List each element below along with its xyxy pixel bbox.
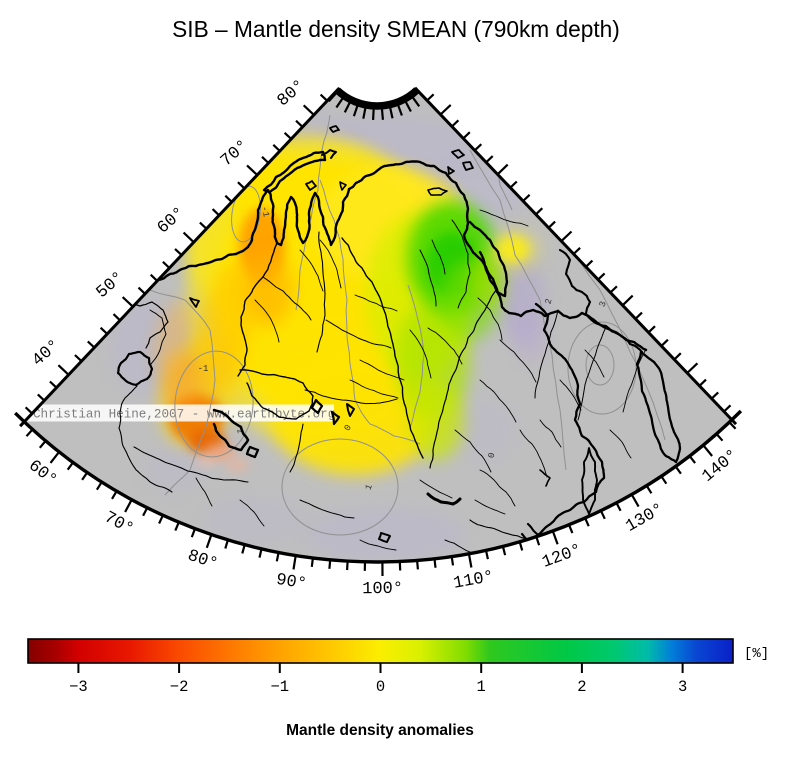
svg-text:−3: −3 xyxy=(69,678,88,696)
svg-text:Christian Heine,2007 - www.ear: Christian Heine,2007 - www.earthbyte.org xyxy=(33,408,335,422)
svg-text:0: 0 xyxy=(376,678,385,696)
svg-text:Mantle density anomalies: Mantle density anomalies xyxy=(286,722,474,739)
svg-text:SIB – Mantle density SMEAN (79: SIB – Mantle density SMEAN (790km depth) xyxy=(172,16,620,42)
svg-text:−1: −1 xyxy=(270,678,289,696)
svg-text:2: 2 xyxy=(577,678,586,696)
svg-text:-1: -1 xyxy=(198,364,209,374)
svg-text:−2: −2 xyxy=(170,678,189,696)
svg-text:[%]: [%] xyxy=(744,646,769,662)
svg-text:1: 1 xyxy=(477,678,486,696)
svg-text:100°: 100° xyxy=(362,580,403,599)
svg-text:3: 3 xyxy=(678,678,687,696)
svg-text:-1: -1 xyxy=(259,205,271,217)
